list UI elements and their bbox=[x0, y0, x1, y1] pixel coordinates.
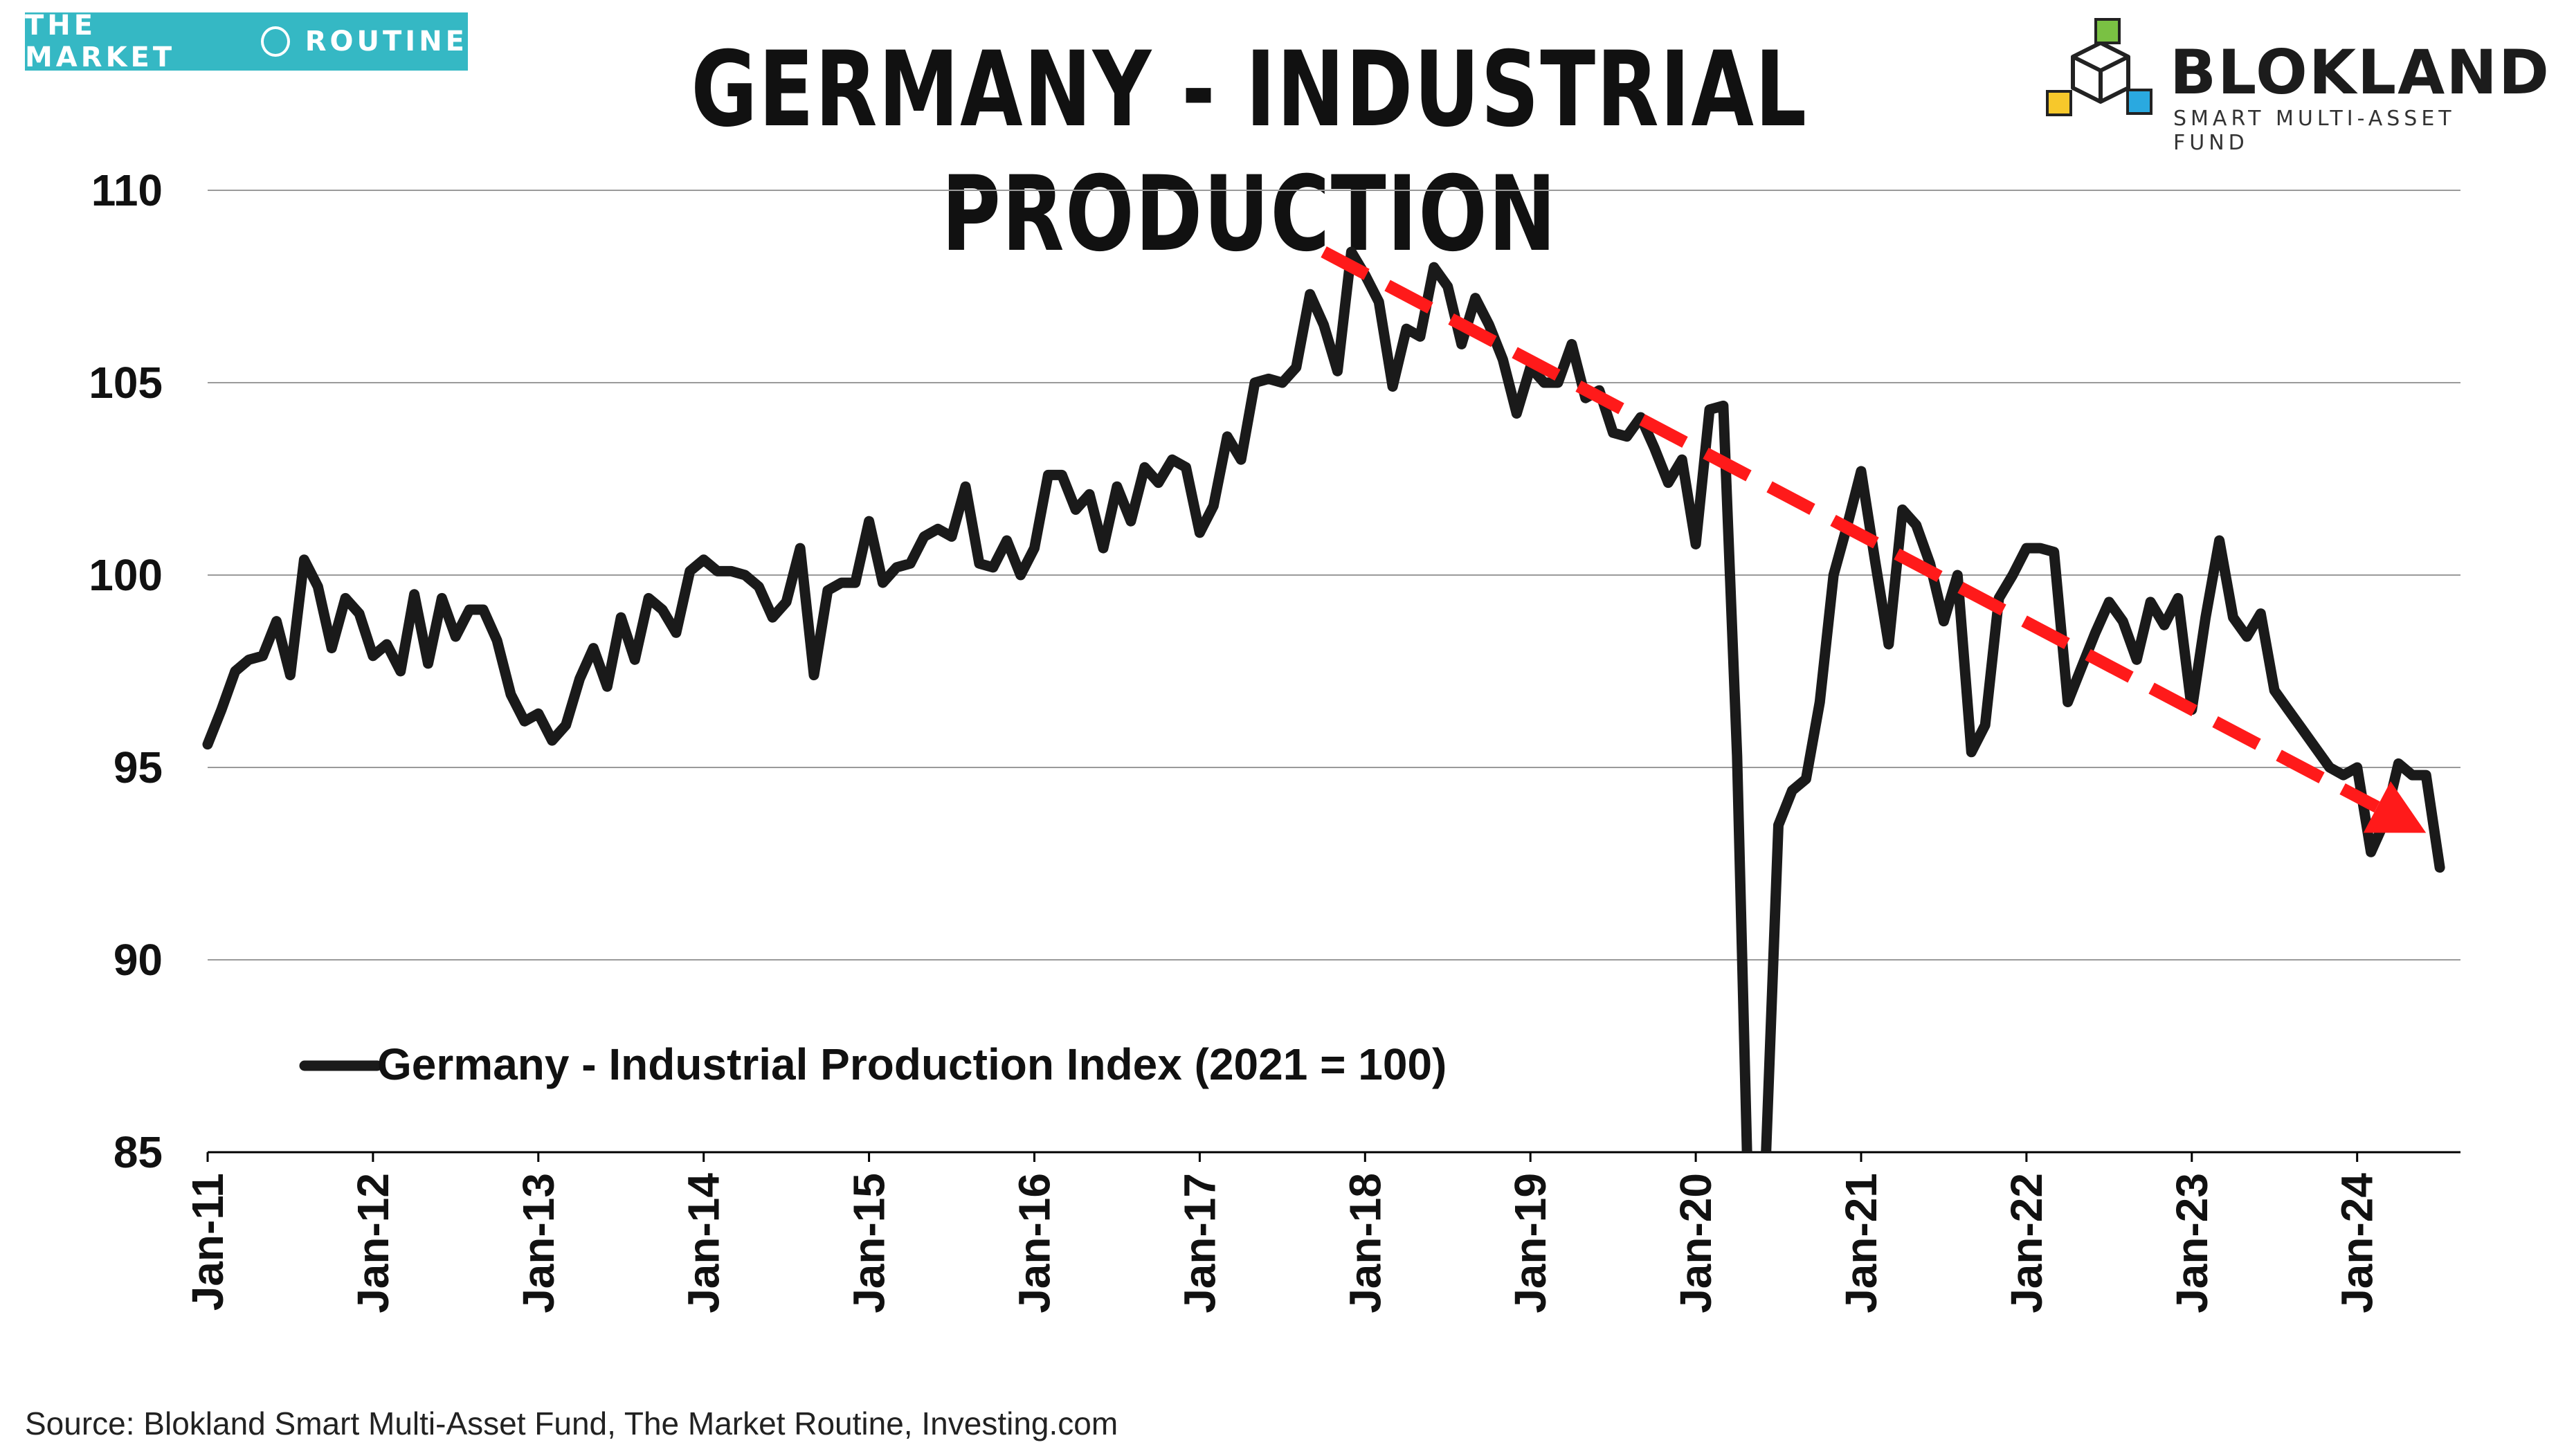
x-tick-label: Jan-16 bbox=[1009, 1173, 1059, 1313]
y-tick-label: 110 bbox=[91, 165, 163, 215]
x-tick-label: Jan-18 bbox=[1340, 1173, 1390, 1313]
grid-lines bbox=[208, 190, 2460, 1154]
x-tick-label: Jan-12 bbox=[348, 1173, 398, 1313]
x-tick-label: Jan-22 bbox=[2002, 1173, 2051, 1313]
chart-title: GERMANY - INDUSTRIAL PRODUCTION bbox=[691, 30, 1808, 275]
x-tick-label: Jan-24 bbox=[2332, 1173, 2382, 1313]
trend-arrow-shaft bbox=[1321, 246, 2380, 813]
x-tick-label: Jan-19 bbox=[1505, 1173, 1555, 1313]
trend-arrow bbox=[1321, 246, 2427, 833]
x-tick-label: Jan-17 bbox=[1175, 1173, 1224, 1313]
source-note: Source: Blokland Smart Multi-Asset Fund,… bbox=[25, 1405, 1118, 1441]
legend: Germany - Industrial Production Index (2… bbox=[299, 1039, 1447, 1089]
line-chart: 85 90 95 100 105 110 Jan-11 Jan-12 Jan-13 Jan-14… bbox=[89, 165, 2460, 1313]
x-tick-label: Jan-23 bbox=[2167, 1173, 2217, 1313]
series-layer bbox=[202, 246, 2445, 1152]
the-market-routine-logo: THE MARKET ROUTINE bbox=[25, 10, 468, 73]
blokland-tagline: SMART MULTI-ASSET FUND bbox=[2173, 107, 2456, 155]
y-tick-label: 95 bbox=[114, 743, 163, 792]
lightbulb-head-icon bbox=[260, 26, 290, 57]
y-tick-label: 105 bbox=[89, 358, 163, 408]
legend-label: Germany - Industrial Production Index (2… bbox=[377, 1039, 1447, 1089]
blokland-name: BLOKLAND bbox=[2170, 37, 2550, 108]
series-line bbox=[202, 246, 2445, 1152]
x-tick-label: Jan-11 bbox=[183, 1173, 233, 1311]
brand-left-text-1: THE MARKET bbox=[25, 10, 176, 73]
x-tick-label: Jan-20 bbox=[1671, 1173, 1721, 1313]
x-tick-label: Jan-21 bbox=[1836, 1173, 1886, 1313]
y-tick-label: 100 bbox=[89, 550, 163, 600]
y-axis-tick-labels: 85 90 95 100 105 110 bbox=[89, 165, 163, 1177]
y-tick-label: 85 bbox=[114, 1127, 163, 1177]
cubes-logo-icon bbox=[2046, 18, 2152, 116]
y-tick-label: 90 bbox=[114, 935, 163, 985]
x-tick-label: Jan-15 bbox=[844, 1173, 894, 1313]
x-axis-tick-labels: Jan-11 Jan-12 Jan-13 Jan-14 Jan-15 Jan-16 Jan-… bbox=[183, 1152, 2382, 1313]
blokland-logo: BLOKLAND SMART MULTI-ASSET FUND bbox=[2042, 15, 2549, 155]
x-tick-label: Jan-14 bbox=[679, 1173, 729, 1313]
brand-left-text-2: ROUTINE bbox=[305, 26, 468, 57]
x-tick-label: Jan-13 bbox=[514, 1173, 563, 1313]
trend-arrow-head bbox=[2363, 781, 2427, 833]
